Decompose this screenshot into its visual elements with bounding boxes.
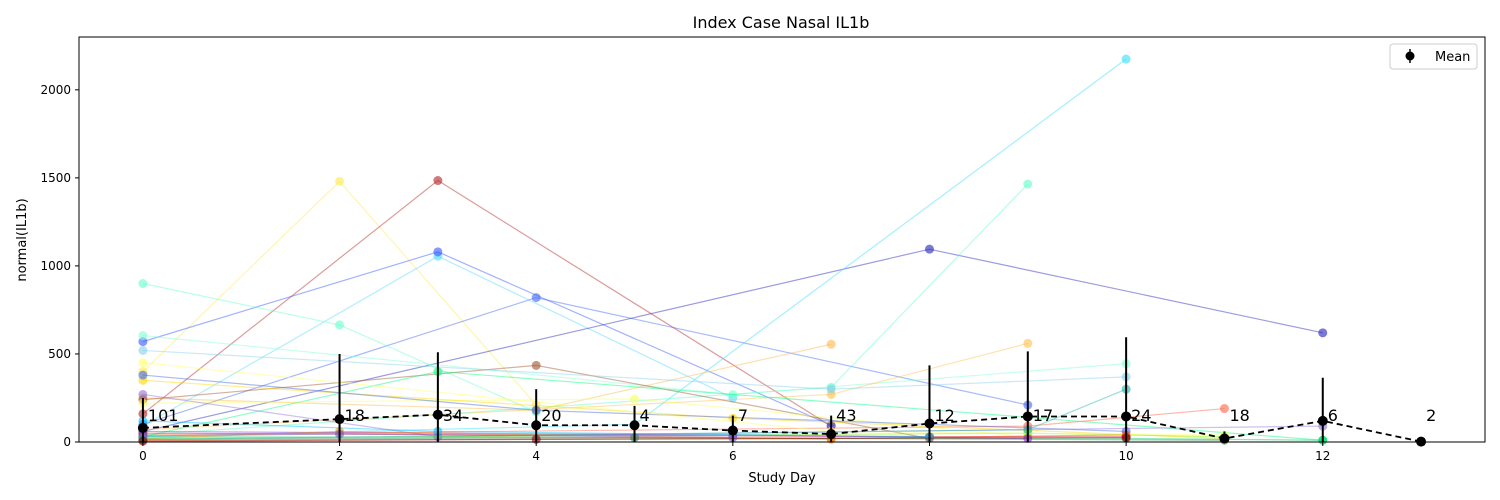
sample-count-labels: 101 18 34 20 4 7 43 12 17 24 18 6 2 — [148, 406, 1436, 425]
subject-point — [1121, 54, 1131, 64]
subject-point — [138, 389, 148, 399]
legend-mean-marker — [1405, 51, 1415, 61]
mean-point — [137, 422, 148, 433]
subject-point — [433, 247, 443, 257]
subject-point — [335, 320, 345, 330]
subject-point — [531, 360, 541, 370]
x-tick-label: 4 — [532, 449, 540, 463]
subject-point — [826, 384, 836, 394]
y-tick-label: 1500 — [40, 171, 71, 185]
mean-point — [432, 409, 443, 420]
x-tick-label: 8 — [926, 449, 934, 463]
sample-count-label: 2 — [1426, 406, 1436, 425]
subject-point — [138, 279, 148, 289]
sample-count-label: 34 — [443, 406, 463, 425]
chart-title: Index Case Nasal IL1b — [693, 13, 870, 32]
plot-frame — [78, 36, 1486, 443]
subject-point — [630, 394, 640, 404]
subject-point — [531, 293, 541, 303]
subject-point — [138, 337, 148, 347]
sample-count-label: 18 — [1229, 406, 1249, 425]
y-tick-label: 1000 — [40, 259, 71, 273]
y-axis-label: normal(IL1b) — [15, 198, 30, 281]
sample-count-label: 7 — [738, 406, 748, 425]
mean-point — [1121, 411, 1132, 422]
subject-point — [138, 330, 148, 340]
sample-count-label: 12 — [934, 406, 954, 425]
sample-count-label: 4 — [640, 406, 650, 425]
subject-point — [1219, 404, 1229, 414]
y-tick-label: 0 — [63, 435, 71, 449]
sample-count-label: 6 — [1328, 406, 1338, 425]
sample-count-label: 43 — [836, 406, 856, 425]
mean-point — [1219, 433, 1230, 444]
mean-point — [629, 420, 640, 431]
y-tick-label: 500 — [48, 347, 71, 361]
mean-point — [531, 420, 542, 431]
subject-point — [433, 176, 443, 186]
mean-point — [1022, 411, 1033, 422]
x-axis-label: Study Day — [748, 471, 816, 486]
mean-point — [334, 414, 345, 425]
sample-count-label: 18 — [345, 406, 365, 425]
sample-count-label: 101 — [148, 406, 179, 425]
x-tick-label: 2 — [336, 449, 344, 463]
legend-box — [1389, 43, 1478, 70]
subject-point — [1023, 338, 1033, 348]
subject-point — [1023, 179, 1033, 189]
subject-point — [335, 176, 345, 186]
legend: Mean — [1389, 43, 1478, 70]
subject-point — [728, 389, 738, 399]
y-tick-label: 2000 — [40, 83, 71, 97]
subject-point — [826, 339, 836, 349]
plot-area — [79, 37, 1485, 442]
sample-count-label: 24 — [1131, 406, 1151, 425]
subject-point — [138, 358, 148, 368]
mean-point — [924, 418, 935, 429]
mean-point — [826, 429, 837, 440]
legend-entry-mean: Mean — [1435, 50, 1470, 65]
mean-point — [727, 425, 738, 436]
mean-series-group — [137, 337, 1427, 447]
subject-point — [924, 244, 934, 254]
subject-point — [138, 345, 148, 355]
sample-count-label: 20 — [541, 406, 561, 425]
x-tick-label: 10 — [1118, 449, 1133, 463]
y-axis: 0 500 1000 1500 2000 — [40, 83, 79, 449]
x-axis: 0 2 4 6 8 10 12 — [139, 442, 1330, 463]
subject-point — [1318, 328, 1328, 338]
x-tick-label: 0 — [139, 449, 147, 463]
mean-point — [1317, 415, 1328, 426]
x-tick-label: 6 — [729, 449, 737, 463]
sample-count-label: 17 — [1033, 406, 1053, 425]
subject-point — [138, 370, 148, 380]
x-tick-label: 12 — [1315, 449, 1330, 463]
